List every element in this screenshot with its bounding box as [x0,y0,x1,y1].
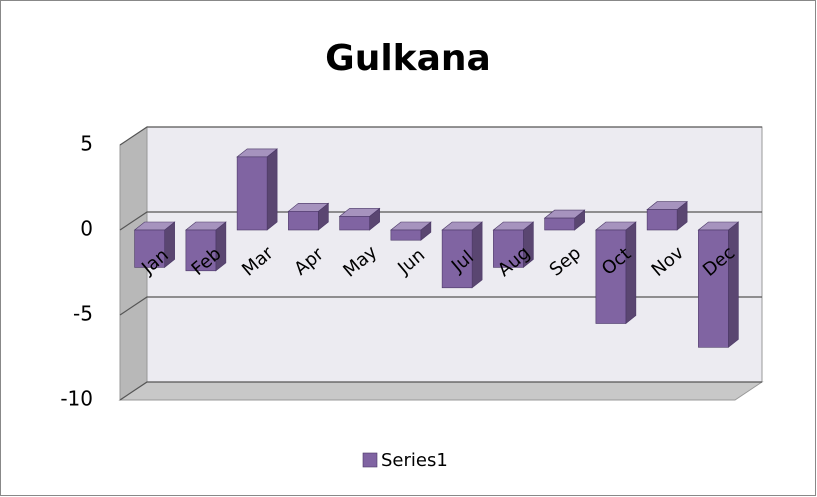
bar-side [266,148,278,231]
bar [698,229,729,348]
grid-line [119,296,762,316]
bar [646,209,678,231]
bar [134,229,165,268]
floor [118,381,764,401]
bar [288,211,319,231]
bar-side [728,221,739,348]
bar [441,229,473,289]
grid-line [119,381,762,401]
bar-side [625,221,637,325]
y-tick-label: 5 [80,132,93,156]
grid-line [119,126,762,146]
bar-side [471,221,483,289]
chart-title: Gulkana [325,38,491,79]
bar [390,229,422,241]
legend-swatch [362,452,378,468]
y-tick-label: -5 [73,302,93,326]
bar [595,229,627,324]
bar [493,229,524,268]
bar [236,156,268,231]
legend-label: Series1 [381,450,448,471]
y-tick-label: 0 [80,217,93,241]
y-tick-label: -10 [60,387,93,411]
bar [339,216,370,231]
bar [544,217,575,231]
bar [185,229,217,272]
